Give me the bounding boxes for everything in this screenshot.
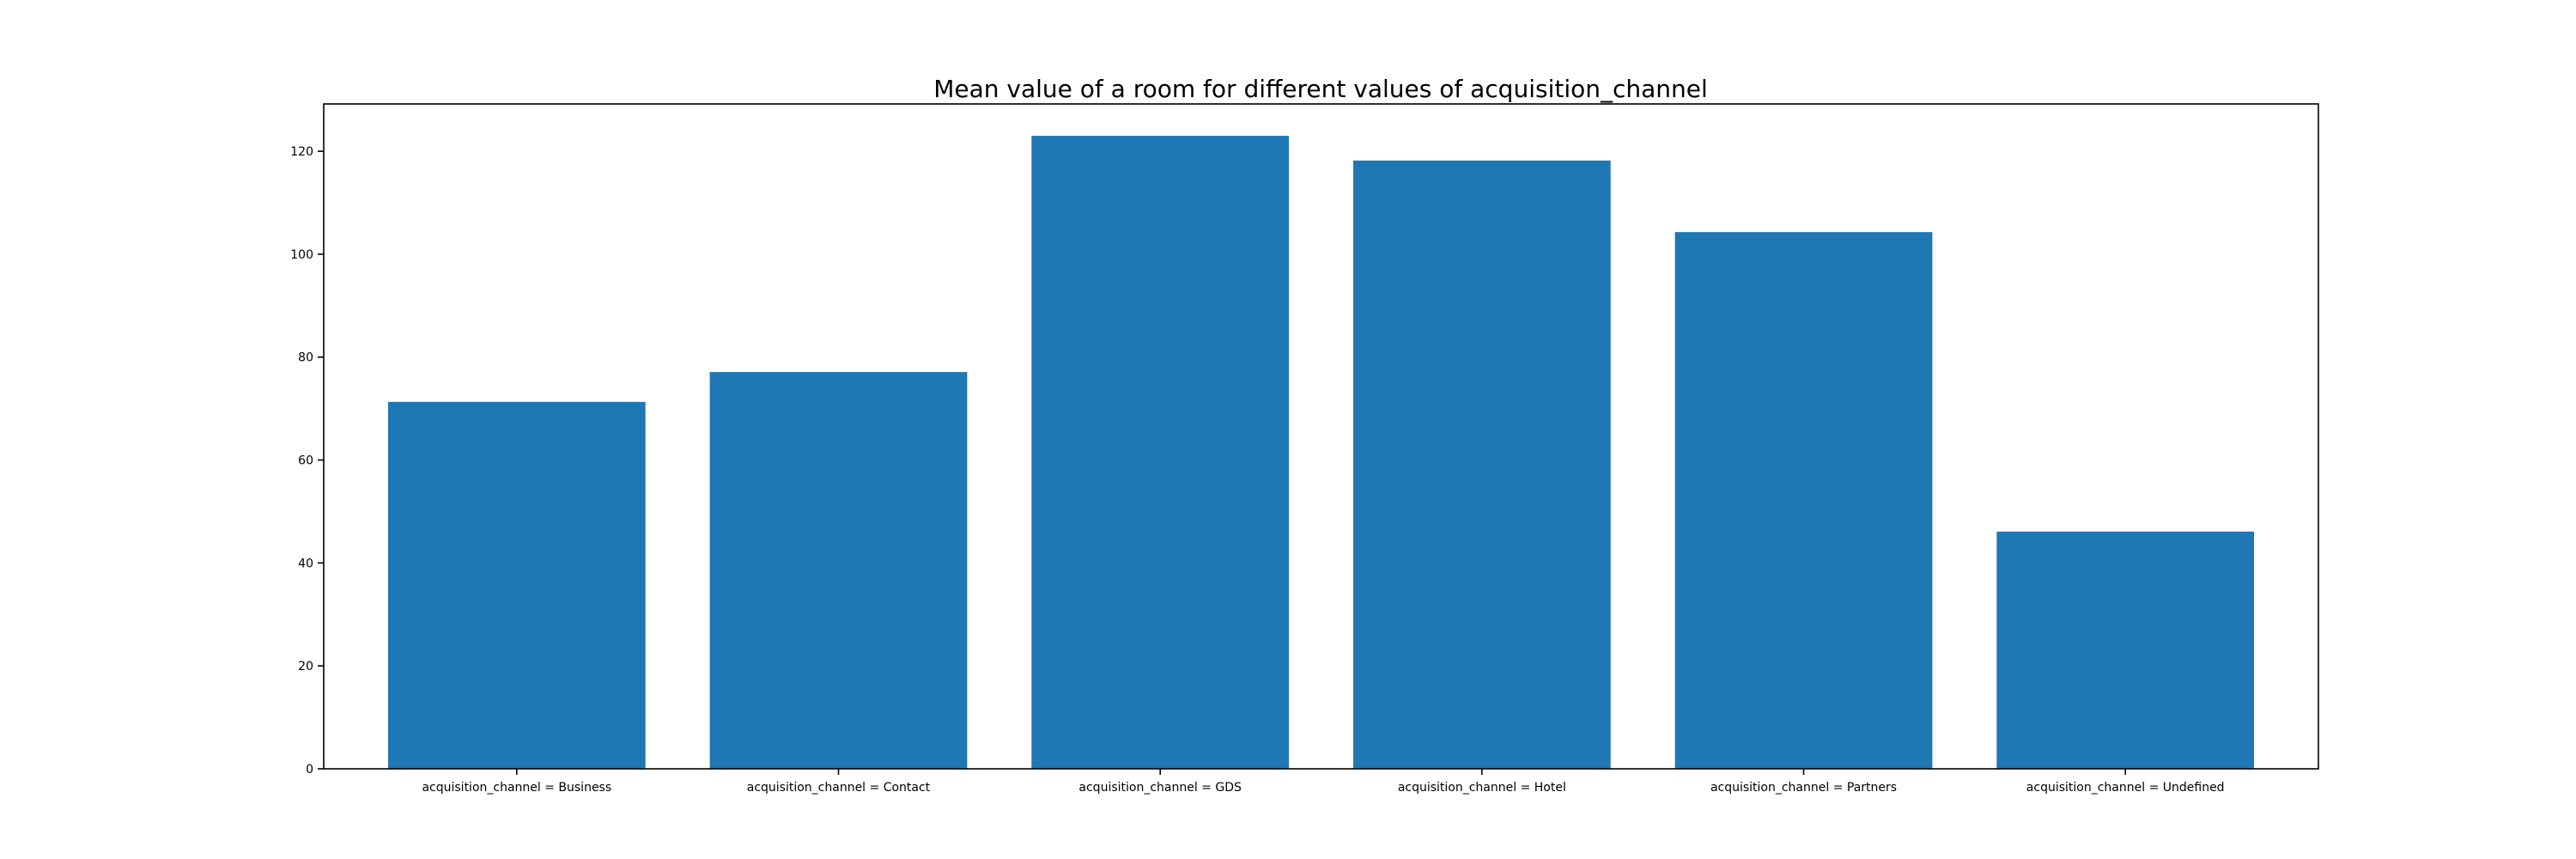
x-axis: acquisition_channel = Business acquisitio…	[422, 769, 2225, 795]
bar-5	[1996, 531, 2255, 769]
x-tick-label: acquisition_channel = Partners	[1710, 781, 1897, 795]
x-tick-label: acquisition_channel = Contact	[747, 781, 931, 795]
x-tick-label: acquisition_channel = Undefined	[2026, 781, 2225, 795]
y-tick-label: 20	[298, 660, 313, 673]
y-tick-label: 80	[298, 351, 313, 365]
bars-group	[387, 136, 2255, 770]
x-tick-label: acquisition_channel = GDS	[1078, 781, 1242, 795]
bar-4	[1674, 232, 1933, 770]
x-tick-label: acquisition_channel = Hotel	[1398, 781, 1566, 795]
y-tick-label: 60	[298, 454, 313, 468]
bar-1	[709, 372, 968, 769]
bar-0	[387, 401, 646, 769]
x-tick-label: acquisition_channel = Business	[422, 781, 611, 795]
chart-title: Mean value of a room for different value…	[933, 75, 1708, 103]
y-tick-label: 100	[290, 248, 313, 262]
y-tick-label: 40	[298, 557, 313, 570]
bar-3	[1352, 160, 1611, 769]
y-axis: 0 20 40 60 80 100 120	[290, 145, 324, 777]
plot-area-frame	[323, 103, 2319, 770]
bar-2	[1031, 136, 1290, 770]
y-tick-label: 120	[290, 145, 313, 159]
y-tick-label: 0	[306, 763, 313, 777]
